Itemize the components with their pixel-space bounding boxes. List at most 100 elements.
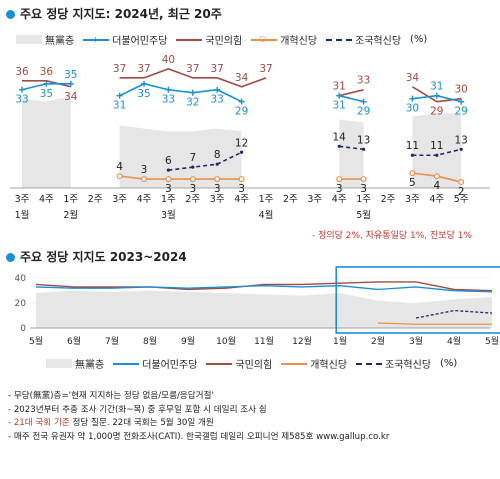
legend-democratic: + 더불어민주당 [83,32,167,47]
rebuilding-data-label: 8 [214,149,221,161]
minor-parties-note: - 정의당 2%, 자유통일당 1%, 진보당 1% [311,231,472,241]
rebuilding-data-label: 7 [189,152,196,164]
reform-line [377,322,492,325]
legend-rebuilding: 조국혁신당 [326,32,401,47]
legend-none: 無黨층 [16,32,74,47]
month-label: 1월 [15,209,30,221]
rebuilding-point [166,168,170,172]
reform-point [189,176,196,183]
bullet-dot-icon [6,10,15,19]
month-label: 3월 [161,209,176,221]
legend-reform: 개혁신당 [281,356,347,371]
legend-reform-label: 개혁신당 [280,36,318,47]
democratic-data-label: 33 [211,94,224,106]
legend-ppp-label: 국민의힘 [205,36,243,47]
x-tick-label: 2월 [371,335,385,347]
footnotes: - 무당(無黨)층='현재 지지하는 정당 없음/모름/응답거절' - 2023… [8,390,389,444]
rebuilding-data-label: 12 [235,137,248,149]
democratic-data-label: 33 [15,94,28,106]
reform-data-label: 3 [189,183,196,195]
x-tick-label: 6월 [67,335,81,347]
month-label: 4월 [259,209,274,221]
rebuilding-point [362,147,366,151]
x-tick-label: 3주 [405,194,420,205]
recent-20-weeks-highlight [335,266,500,334]
x-tick-label: 4주 [234,194,249,205]
legend-reform-label: 개혁신당 [310,360,348,371]
none-area [119,125,242,188]
democratic-line [339,94,364,103]
ppp-data-label: 30 [455,84,468,96]
rebuilding-point [337,144,341,148]
ppp-line-swatch [206,362,233,365]
democratic-point [238,98,245,105]
reform-point [238,176,245,183]
reform-point [360,176,367,183]
legend-ppp: 국민의힘 [206,356,272,371]
x-tick-label: 5월 [485,335,499,347]
reform-line [119,175,242,180]
bottom-title-text: 주요 정당 지지도 2023~2024 [20,250,187,264]
x-tick-label: 5주 [454,194,469,205]
democratic-point [189,89,196,96]
democratic-point [433,92,440,99]
x-tick-label: 1주 [259,194,274,205]
democratic-point [214,86,221,93]
x-tick-label: 1주 [356,194,371,205]
democratic-data-label: 35 [64,69,77,81]
reform-point [214,176,221,183]
democratic-point [43,80,50,87]
democratic-line-swatch [113,362,140,365]
democratic-data-label: 29 [357,106,370,118]
plus-marker-icon: + [92,34,99,44]
x-tick-label: 3주 [210,194,225,205]
reform-data-label: 3 [165,183,172,195]
ppp-data-label: 34 [406,72,420,84]
rebuilding-data-label: 13 [455,134,468,146]
bottom-chart-title: 주요 정당 지지도 2023~2024 [6,248,187,265]
footnote-3: - 21대 국회 기준 정당 질문. 22대 국회는 5월 30일 개원 [8,417,389,431]
reform-point [116,173,123,180]
month-label: 5월 [356,209,371,221]
democratic-data-label: 29 [455,106,468,118]
reform-data-label: 4 [433,180,440,192]
reform-data-label: 3 [336,183,343,195]
rebuilding-point [240,150,244,154]
legend-unit: (%) [410,34,428,45]
democratic-data-label: 31 [333,100,346,112]
none-area-swatch [16,35,42,44]
legend-rebuilding-label: 조국혁신당 [355,36,402,47]
democratic-data-label: 33 [162,94,175,106]
democratic-point [409,95,416,102]
democratic-line-swatch: + [83,34,110,44]
x-tick-label: 7월 [105,335,119,347]
legend-democratic-label: 더불어민주당 [142,360,198,371]
ppp-data-label: 34 [235,72,249,84]
legend-ppp: 국민의힘 [176,32,242,47]
reform-point [141,176,148,183]
rebuilding-data-label: 13 [357,134,370,146]
ppp-data-label: 37 [137,63,150,75]
reform-point [336,176,343,183]
democratic-data-label: 35 [40,88,53,100]
ppp-data-label: 31 [333,81,346,93]
democratic-data-label: 30 [406,103,419,115]
ppp-data-label: 37 [186,63,199,75]
democratic-point [141,80,147,87]
ppp-data-label: 37 [113,63,126,75]
democratic-point [19,86,25,93]
legend-rebuilding: 조국혁신당 [356,356,431,371]
rebuilding-data-label: 11 [406,140,419,152]
democratic-point [336,92,343,99]
rebuilding-point [459,147,463,151]
ppp-line [119,68,267,88]
rebuilding-line [168,151,242,171]
x-tick-label: 4주 [39,194,54,205]
none-area [339,119,364,188]
legend-reform: ○ 개혁신당 [251,32,317,47]
bottom-chart-svg: 0 20 40 5월 6월 7월 8월 9월 10월 11월 12월 1월 2월 3월 4월 5월 [15,266,500,347]
reform-point [165,176,172,183]
x-tick-label: 10월 [216,335,236,347]
footnote-3-rest: 정당 질문. 22대 국회는 5월 30일 개원 [69,418,214,428]
